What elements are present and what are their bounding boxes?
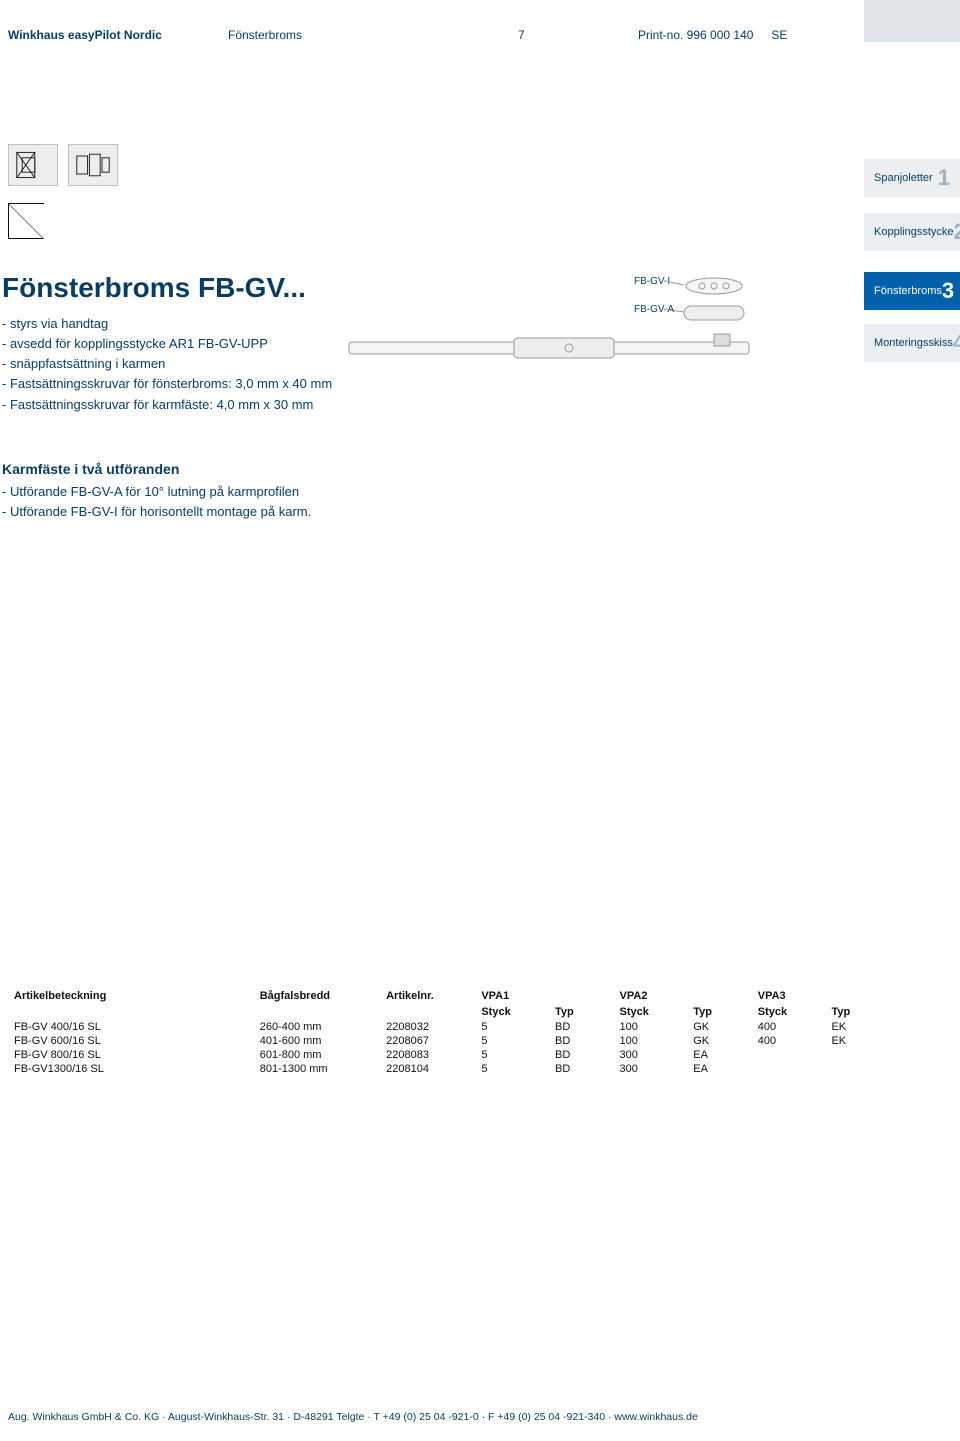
cell-t2: GK: [687, 1020, 752, 1034]
cell-s3: [752, 1048, 826, 1062]
main-bullet-list: styrs via handtagavsedd för kopplingssty…: [2, 314, 332, 415]
cell-t2: EA: [687, 1062, 752, 1076]
sidebar-tab-3[interactable]: Monteringsskiss4: [864, 324, 960, 362]
cell-nr: 2208067: [380, 1034, 475, 1048]
cell-art: FB-GV 400/16 SL: [8, 1020, 254, 1034]
page-title: Fönsterbroms FB-GV...: [2, 272, 306, 304]
bullet-item: snäppfastsättning i karmen: [2, 354, 332, 374]
sidebar-tab-num: 4: [953, 330, 960, 356]
th-vpa3: VPA3: [752, 988, 890, 1004]
th-typ-2: Typ: [687, 1004, 752, 1020]
cell-s3: 400: [752, 1034, 826, 1048]
cell-t3: EK: [825, 1034, 890, 1048]
header-section: Fönsterbroms: [228, 28, 518, 42]
sidebar-tab-label: Spanjoletter: [874, 172, 933, 184]
th-styck-3: Styck: [752, 1004, 826, 1020]
section2-bullet-list: Utförande FB-GV-A för 10° lutning på kar…: [2, 482, 311, 521]
cell-t1: BD: [549, 1062, 614, 1076]
profile-icon-2: [68, 144, 118, 186]
header-print-no: Print-no. 996 000 140: [638, 28, 753, 42]
th-styck-2: Styck: [614, 1004, 688, 1020]
cell-art: FB-GV1300/16 SL: [8, 1062, 254, 1076]
product-diagram: FB-GV-I FB-GV-A: [344, 276, 754, 376]
th-artnr: Artikelnr.: [380, 988, 475, 1020]
bullet-item: Utförande FB-GV-A för 10° lutning på kar…: [2, 482, 311, 502]
cell-bag: 401-600 mm: [254, 1034, 380, 1048]
cell-t3: [825, 1048, 890, 1062]
cell-s3: [752, 1062, 826, 1076]
table-row: FB-GV1300/16 SL801-1300 mm22081045BD300E…: [8, 1062, 890, 1076]
cell-t1: BD: [549, 1020, 614, 1034]
section2-title: Karmfäste i två utföranden: [2, 461, 179, 477]
page-header: Winkhaus easyPilot Nordic Fönsterbroms 7…: [8, 28, 890, 42]
cell-t2: GK: [687, 1034, 752, 1048]
cell-s1: 5: [475, 1020, 549, 1034]
cell-t3: [825, 1062, 890, 1076]
sidebar-tab-1[interactable]: Kopplingsstycke2: [864, 213, 960, 251]
th-typ-3: Typ: [825, 1004, 890, 1020]
cell-nr: 2208032: [380, 1020, 475, 1034]
profile-icons-row: [8, 144, 118, 186]
cell-art: FB-GV 800/16 SL: [8, 1048, 254, 1062]
sidebar-tab-2[interactable]: Fönsterbroms3: [864, 272, 960, 310]
article-table: Artikelbeteckning Bågfalsbredd Artikelnr…: [8, 988, 890, 1076]
sidebar-tab-num: 1: [938, 165, 950, 191]
sidebar-tab-0[interactable]: Spanjoletter 1: [864, 159, 960, 197]
th-typ-1: Typ: [549, 1004, 614, 1020]
cell-s1: 5: [475, 1034, 549, 1048]
table-row: FB-GV 800/16 SL601-800 mm22080835BD300EA: [8, 1048, 890, 1062]
cell-bag: 260-400 mm: [254, 1020, 380, 1034]
header-lang: SE: [771, 28, 787, 42]
cell-s2: 100: [614, 1034, 688, 1048]
table-row: FB-GV 600/16 SL401-600 mm22080675BD100GK…: [8, 1034, 890, 1048]
diagram-label-top: FB-GV-I: [634, 276, 670, 287]
cell-nr: 2208083: [380, 1048, 475, 1062]
window-orientation-icon: [8, 203, 44, 239]
page-footer: Aug. Winkhaus GmbH & Co. KG · August-Win…: [8, 1411, 698, 1423]
cell-art: FB-GV 600/16 SL: [8, 1034, 254, 1048]
table-row: FB-GV 400/16 SL260-400 mm22080325BD100GK…: [8, 1020, 890, 1034]
bullet-item: Fastsättningsskruvar för karmfäste: 4,0 …: [2, 395, 332, 415]
cell-t1: BD: [549, 1048, 614, 1062]
cell-s1: 5: [475, 1048, 549, 1062]
cell-t3: EK: [825, 1020, 890, 1034]
cell-t1: BD: [549, 1034, 614, 1048]
cell-s2: 300: [614, 1062, 688, 1076]
header-page-number: 7: [518, 28, 638, 42]
diagram-svg: [344, 276, 754, 376]
sidebar-tab-label: Fönsterbroms: [874, 285, 942, 297]
cell-s3: 400: [752, 1020, 826, 1034]
th-vpa1: VPA1: [475, 988, 613, 1004]
sidebar-tab-label: Kopplingsstycke: [874, 226, 954, 238]
sidebar-tab-num: 3: [942, 278, 954, 304]
header-brand: Winkhaus easyPilot Nordic: [8, 28, 228, 42]
cell-t2: EA: [687, 1048, 752, 1062]
bullet-item: styrs via handtag: [2, 314, 332, 334]
bullet-item: avsedd för kopplingsstycke AR1 FB-GV-UPP: [2, 334, 332, 354]
bullet-item: Fastsättningsskruvar för fönsterbroms: 3…: [2, 374, 332, 394]
cell-nr: 2208104: [380, 1062, 475, 1076]
cell-s2: 300: [614, 1048, 688, 1062]
sidebar-tab-label: Monteringsskiss: [874, 337, 953, 349]
th-vpa2: VPA2: [614, 988, 752, 1004]
cell-bag: 601-800 mm: [254, 1048, 380, 1062]
profile-icon-1: [8, 144, 58, 186]
sidebar-tab-num: 2: [954, 219, 960, 245]
diagram-label-mid: FB-GV-A: [634, 304, 674, 315]
cell-s2: 100: [614, 1020, 688, 1034]
th-styck-1: Styck: [475, 1004, 549, 1020]
cell-s1: 5: [475, 1062, 549, 1076]
cell-bag: 801-1300 mm: [254, 1062, 380, 1076]
th-artikel: Artikelbeteckning: [8, 988, 254, 1020]
th-bag: Bågfalsbredd: [254, 988, 380, 1020]
bullet-item: Utförande FB-GV-I för horisontellt monta…: [2, 502, 311, 522]
